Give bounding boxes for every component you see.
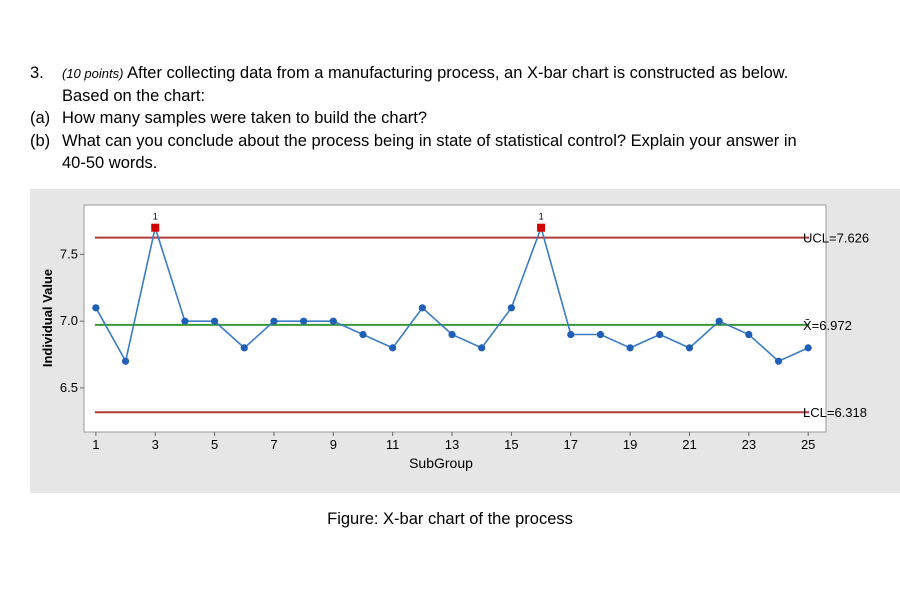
data-point [626, 344, 634, 352]
x-tick-label: 15 [504, 437, 518, 452]
data-point-out-of-control [151, 223, 160, 232]
data-point [121, 357, 130, 365]
y-axis-label: Individual Value [40, 269, 55, 367]
data-point [596, 330, 605, 339]
data-point [507, 304, 515, 312]
y-tick-label: 6.5 [60, 380, 78, 395]
data-point [774, 357, 783, 365]
x-tick-label: 9 [330, 437, 337, 452]
x-tick-label: 19 [623, 437, 637, 452]
question-stem-line2: Based on the chart: [62, 87, 206, 105]
data-point [745, 330, 753, 339]
x-tick-label: 3 [152, 437, 159, 452]
question-stem-text: After collecting data from a manufacturi… [127, 64, 789, 82]
data-point [210, 317, 219, 325]
x-axis-label: SubGroup [409, 455, 473, 471]
plot-area [83, 204, 827, 433]
x-tick-label: 13 [445, 437, 459, 452]
question-stem-line1: (10 points) After collecting data from a… [62, 62, 788, 85]
y-tick-label: 7.0 [60, 313, 78, 328]
data-point [418, 304, 426, 312]
data-point [478, 344, 486, 352]
part-b-text-line1: What can you conclude about the process … [62, 132, 797, 150]
x-tick-label: 7 [270, 437, 277, 452]
data-point [715, 317, 723, 325]
data-point [300, 317, 308, 325]
data-point [181, 317, 189, 325]
part-b-text-line2: 40-50 words. [62, 154, 158, 172]
ucl-label: UCL=7.626 [803, 231, 869, 246]
x-tick-label: 11 [386, 437, 400, 452]
part-b-label: (b) [30, 132, 51, 150]
data-point [359, 330, 367, 339]
question-number: 3. [30, 64, 44, 82]
x-tick-label: 17 [564, 437, 578, 452]
data-point-out-of-control [537, 223, 546, 232]
x-tick-label: 23 [742, 437, 756, 452]
center-label: X̄=6.972 [803, 318, 852, 333]
data-point [92, 304, 100, 312]
figure-caption: Figure: X-bar chart of the process [327, 510, 573, 528]
data-point [448, 330, 456, 339]
lcl-label: LCL=6.318 [803, 405, 867, 420]
y-tick-label: 7.5 [60, 246, 78, 261]
data-point [567, 330, 575, 339]
part-a-label: (a) [30, 109, 51, 127]
data-point [240, 344, 248, 352]
out-of-control-flag: 1 [153, 212, 158, 222]
data-point [685, 344, 694, 352]
part-a-text: How many samples were taken to build the… [62, 109, 428, 127]
points-label: (10 points) [62, 66, 124, 81]
data-point [329, 317, 337, 325]
out-of-control-flag: 1 [539, 212, 544, 222]
data-point [389, 344, 397, 352]
data-point [270, 317, 278, 325]
x-tick-label: 1 [92, 437, 99, 452]
data-point [656, 330, 664, 339]
data-point [804, 344, 812, 352]
x-tick-label: 25 [801, 437, 815, 452]
x-tick-label: 21 [682, 437, 696, 452]
x-tick-label: 5 [211, 437, 218, 452]
